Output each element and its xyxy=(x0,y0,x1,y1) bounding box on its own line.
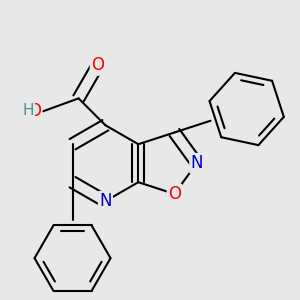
Text: O: O xyxy=(28,102,41,120)
Text: H: H xyxy=(22,103,34,118)
Text: N: N xyxy=(190,154,203,172)
Text: O: O xyxy=(168,185,181,203)
Text: O: O xyxy=(91,56,104,74)
Text: N: N xyxy=(99,192,112,210)
